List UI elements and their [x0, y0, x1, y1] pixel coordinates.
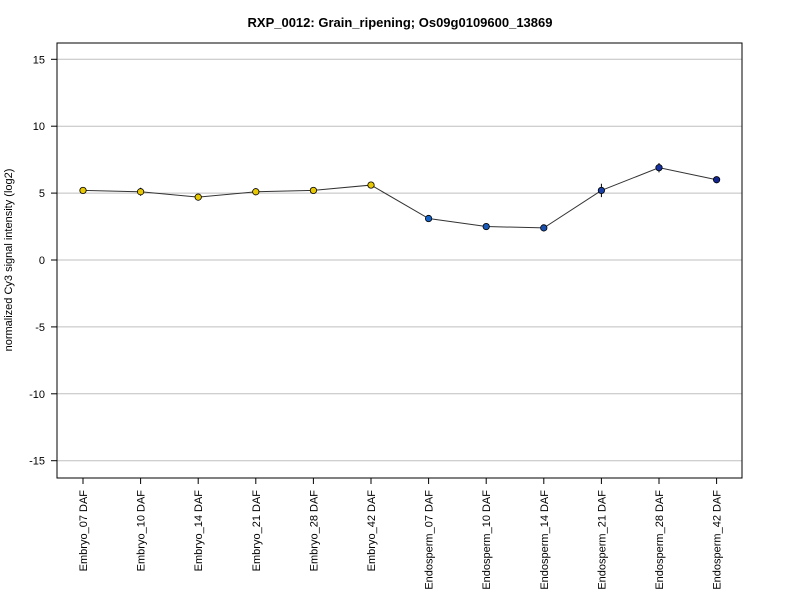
data-point: [367, 181, 375, 189]
plot-frame: [56, 42, 743, 479]
y-axis-label: normalized Cy3 signal intensity (log2): [3, 169, 15, 352]
x-tick-label: Endosperm_28 DAF: [654, 490, 666, 590]
data-point: [655, 164, 663, 172]
data-point: [712, 176, 721, 184]
data-point: [194, 193, 202, 201]
grid-lines: [57, 58, 742, 462]
data-point: [137, 188, 145, 196]
x-tick-label: Endosperm_10 DAF: [481, 490, 493, 590]
data-point: [482, 222, 490, 231]
data-point: [424, 214, 433, 223]
chart-title: RXP_0012: Grain_ripening; Os09g0109600_1…: [248, 15, 553, 30]
y-tick-label: -10: [29, 389, 45, 401]
x-tick-label: Endosperm_14 DAF: [539, 490, 551, 590]
y-tick-label: 10: [33, 121, 45, 133]
series-line: [82, 167, 717, 229]
y-tick-label: 5: [39, 188, 45, 200]
y-axis: -15 -10 -5 0 5 10 15: [29, 54, 57, 468]
y-tick-label: -15: [29, 456, 45, 468]
data-point: [79, 186, 87, 195]
x-axis: Embryo_07 DAF Embryo_10 DAF Embryo_14 DAF E…: [78, 478, 724, 590]
data-series: [79, 162, 721, 232]
x-tick-label: Endosperm_42 DAF: [712, 490, 724, 590]
y-tick-label: 15: [33, 54, 45, 66]
x-tick-label: Embryo_14 DAF: [193, 490, 205, 572]
data-point: [540, 224, 548, 232]
x-tick-label: Endosperm_21 DAF: [596, 490, 608, 590]
data-point: [597, 186, 606, 195]
data-point: [309, 186, 317, 195]
y-tick-label: -5: [35, 322, 45, 334]
x-tick-label: Embryo_28 DAF: [308, 490, 320, 572]
x-tick-label: Embryo_07 DAF: [78, 490, 90, 572]
data-point: [252, 188, 260, 196]
x-tick-label: Embryo_21 DAF: [251, 490, 263, 572]
y-tick-label: 0: [39, 255, 45, 267]
x-tick-label: Embryo_10 DAF: [136, 490, 148, 572]
x-tick-label: Endosperm_07 DAF: [424, 490, 436, 590]
x-tick-label: Embryo_42 DAF: [366, 490, 378, 572]
